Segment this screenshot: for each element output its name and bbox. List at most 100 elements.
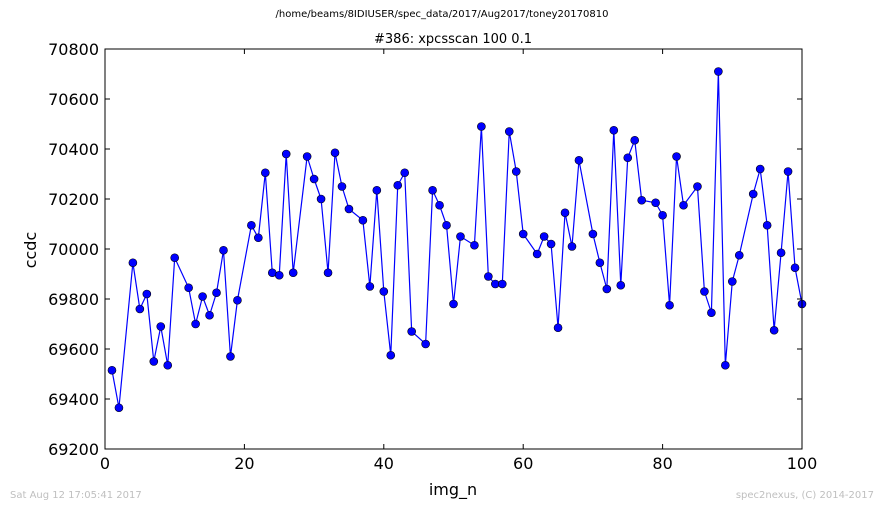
data-point — [344, 204, 354, 214]
data-point — [714, 67, 723, 76]
data-point — [281, 149, 291, 159]
data-point — [734, 250, 744, 260]
data-point — [637, 195, 646, 205]
data-point — [309, 174, 319, 184]
data-point — [790, 263, 800, 273]
x-tick-label: 60 — [513, 454, 533, 473]
data-point — [567, 242, 577, 251]
y-tick-label: 70200 — [48, 190, 99, 209]
data-point — [205, 310, 214, 320]
plot-frame — [104, 48, 803, 450]
data-point — [107, 365, 117, 375]
data-point — [358, 215, 368, 225]
data-point — [532, 249, 542, 259]
data-point — [212, 288, 221, 298]
data-point — [609, 125, 619, 135]
data-point — [595, 258, 605, 268]
y-tick-label: 70000 — [48, 240, 99, 259]
data-point — [323, 268, 333, 278]
data-point — [254, 233, 263, 243]
x-tick-label: 0 — [100, 454, 110, 473]
data-point — [428, 185, 437, 195]
data-point — [142, 289, 152, 299]
data-point — [191, 319, 200, 329]
data-point — [449, 299, 458, 309]
x-tick-label: 40 — [374, 454, 394, 473]
x-tick-label: 80 — [652, 454, 672, 473]
data-point — [665, 300, 674, 310]
data-point — [135, 304, 145, 314]
data-point — [546, 239, 556, 249]
data-point — [288, 268, 298, 278]
y-tick-label: 69200 — [48, 440, 99, 459]
data-point — [477, 122, 486, 131]
data-point — [658, 210, 667, 220]
data-point — [219, 245, 228, 255]
data-point — [184, 283, 193, 293]
data-point — [497, 279, 507, 289]
data-point — [442, 220, 451, 230]
data-point — [456, 232, 465, 241]
data-point — [630, 135, 640, 145]
x-tick-label: 20 — [234, 454, 254, 473]
data-point — [316, 194, 326, 204]
data-point — [128, 258, 138, 268]
data-point — [672, 152, 681, 161]
data-point — [748, 189, 758, 199]
data-point — [393, 180, 403, 190]
data-point — [233, 295, 242, 305]
data-point — [553, 323, 563, 333]
series-line — [111, 71, 803, 408]
data-point — [400, 168, 410, 178]
data-point — [379, 287, 389, 296]
data-point — [700, 287, 709, 296]
data-point — [707, 308, 716, 318]
data-point — [198, 292, 207, 301]
data-point — [776, 248, 786, 258]
data-point — [330, 148, 340, 158]
data-point — [511, 167, 521, 176]
data-point — [261, 168, 270, 178]
y-tick-label: 69600 — [48, 340, 99, 359]
data-point — [421, 339, 430, 349]
y-tick-label: 70600 — [48, 90, 99, 109]
data-point — [435, 200, 444, 210]
data-point — [365, 282, 375, 291]
data-point — [274, 270, 284, 280]
data-point — [163, 360, 173, 370]
data-point — [693, 182, 702, 191]
data-point — [679, 200, 688, 210]
data-point — [518, 229, 528, 239]
data-point — [407, 327, 416, 336]
data-point — [149, 357, 159, 366]
y-tick-label: 70400 — [48, 140, 99, 159]
data-point — [247, 220, 256, 230]
data-point — [623, 153, 633, 163]
series-layer — [107, 67, 807, 413]
x-tick-label: 100 — [787, 454, 818, 473]
data-point — [727, 277, 737, 286]
data-point — [504, 127, 514, 136]
y-tick-label: 69800 — [48, 290, 99, 309]
x-axis-label: img_n — [429, 480, 477, 500]
data-point — [721, 360, 730, 370]
data-point — [484, 272, 493, 281]
data-point — [170, 253, 179, 263]
chart-title: #386: xpcsscan 100 0.1 — [374, 32, 532, 47]
data-point — [386, 350, 396, 360]
data-point — [616, 280, 626, 290]
data-point — [762, 220, 772, 230]
data-point — [372, 185, 382, 195]
data-point — [769, 325, 779, 335]
footer-timestamp: Sat Aug 12 17:05:41 2017 — [10, 490, 142, 501]
data-point — [783, 167, 793, 176]
data-point — [651, 198, 660, 208]
file-path-title: /home/beams/8IDIUSER/spec_data/2017/Aug2… — [275, 9, 609, 20]
data-point — [539, 232, 549, 241]
y-tick-label: 70800 — [48, 40, 99, 59]
data-point — [470, 240, 479, 250]
data-point — [337, 182, 347, 191]
data-point — [302, 152, 312, 161]
